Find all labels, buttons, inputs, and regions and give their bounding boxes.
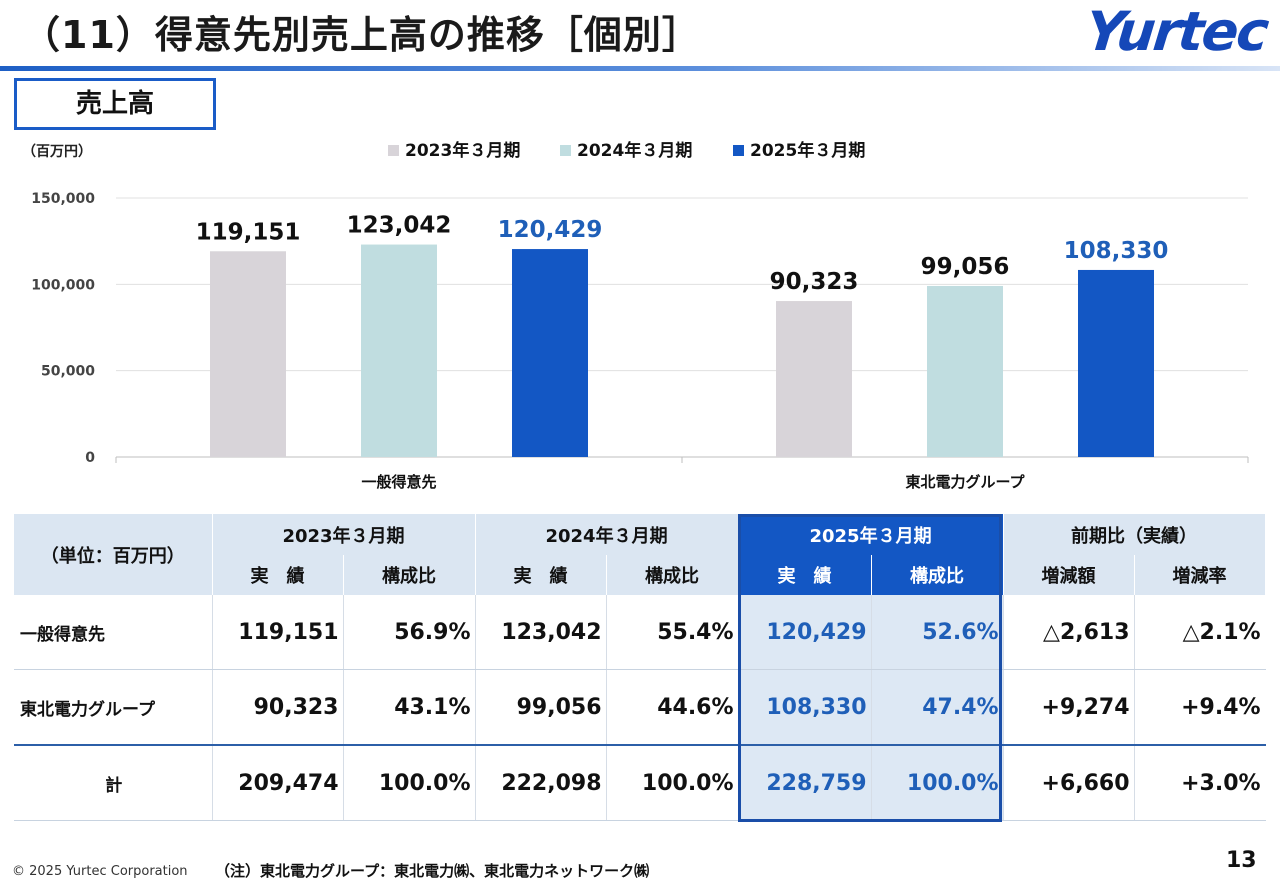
cell-rate: △2.1% [1134,595,1266,670]
period-header-2025: 2025年３月期 [738,514,1004,555]
data-label: 120,429 [498,217,603,243]
legend-swatch [388,145,399,156]
x-category-label: 東北電力グループ [905,473,1025,491]
ratio-header-2025: 構成比 [871,555,1004,595]
y-unit-label: （百万円） [22,144,92,160]
actual-header-2024: 実 績 [475,555,607,595]
cell-ratio-2023: 56.9% [343,595,476,670]
cell-actual-2023: 90,323 [212,669,344,746]
cell-actual-2025: 108,330 [738,669,872,746]
page-title: （11）得意先別売上高の推移［個別］ [22,13,701,57]
cell-actual-2024: 99,056 [475,669,607,746]
y-tick-label: 0 [85,450,95,466]
data-label: 119,151 [196,219,301,245]
y-tick-label: 150,000 [31,191,95,207]
compare-header: 前期比（実績） [1003,514,1266,555]
actual-header-2025: 実 績 [738,555,872,595]
period-header-2024: 2024年３月期 [475,514,739,555]
footnote: （注）東北電力グループ：東北電力㈱、東北電力ネットワーク㈱ [215,862,650,880]
cell-ratio-2024: 100.0% [606,744,739,821]
table-row-total: 計 209,474 100.0% 222,098 100.0% 228,759 … [14,744,1266,821]
data-label: 90,323 [770,269,859,295]
cell-actual-2023: 209,474 [212,744,344,821]
copyright: © 2025 Yurtec Corporation [12,864,188,879]
cell-actual-2025: 228,759 [738,744,872,821]
bar-chart: （百万円） 0 50,000 100,000 150,000 119,151 123,042… [22,140,1249,491]
cell-ratio-2024: 44.6% [606,669,739,746]
cell-diff: +9,274 [1003,669,1135,746]
y-tick-label: 50,000 [41,364,95,380]
section-label: 売上高 [14,78,216,130]
x-category-label: 一般得意先 [361,473,436,491]
cell-ratio-2023: 100.0% [343,744,476,821]
bar [1078,269,1154,457]
cell-ratio-2023: 43.1% [343,669,476,746]
y-tick-label: 100,000 [31,277,95,293]
bar [776,301,852,457]
cell-diff: +6,660 [1003,744,1135,821]
unit-header: （単位：百万円） [14,514,213,595]
bar [927,285,1003,457]
ratio-header-2024: 構成比 [606,555,739,595]
table-row: 一般得意先 119,151 56.9% 123,042 55.4% 120,42… [14,595,1266,670]
sales-table: （単位：百万円） 2023年３月期 2024年３月期 2025年３月期 前期比（… [14,514,1266,821]
ratio-header-2023: 構成比 [343,555,476,595]
legend-label: 2024年３月期 [577,140,692,161]
cell-ratio-2025: 100.0% [871,744,1004,821]
bar [210,251,286,457]
cell-ratio-2025: 47.4% [871,669,1004,746]
cell-actual-2024: 222,098 [475,744,607,821]
legend-swatch [560,145,571,156]
title-divider [0,66,1280,71]
legend-swatch [733,145,744,156]
diff-header: 増減額 [1003,555,1135,595]
bar [361,244,437,457]
page-number: 13 [1226,848,1257,873]
row-label: 一般得意先 [14,595,213,670]
row-label: 東北電力グループ [14,669,213,746]
cell-diff: △2,613 [1003,595,1135,670]
legend-label: 2025年３月期 [750,140,865,161]
period-header-2023: 2023年３月期 [212,514,476,555]
rate-header: 増減率 [1134,555,1266,595]
cell-ratio-2024: 55.4% [606,595,739,670]
table-row: 東北電力グループ 90,323 43.1% 99,056 44.6% 108,3… [14,669,1266,746]
cell-rate: +3.0% [1134,744,1266,821]
cell-actual-2024: 123,042 [475,595,607,670]
cell-rate: +9.4% [1134,669,1266,746]
data-label: 123,042 [347,213,452,239]
row-label: 計 [14,744,213,821]
bar [512,249,588,457]
actual-header-2023: 実 績 [212,555,344,595]
legend-label: 2023年３月期 [405,140,520,161]
data-label: 99,056 [921,254,1010,280]
data-label: 108,330 [1064,238,1169,264]
cell-actual-2023: 119,151 [212,595,344,670]
cell-actual-2025: 120,429 [738,595,872,670]
cell-ratio-2025: 52.6% [871,595,1004,670]
